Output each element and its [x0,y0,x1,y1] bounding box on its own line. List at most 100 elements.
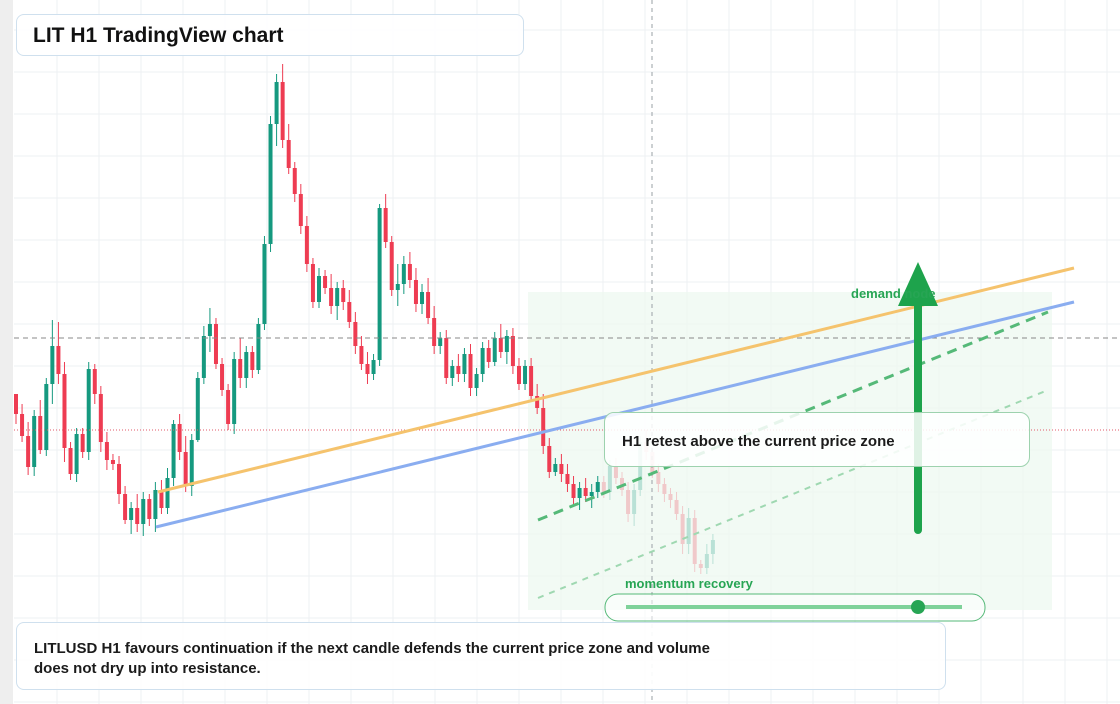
candle [14,394,18,424]
candle-body [274,82,279,124]
candle [577,482,582,510]
candle [589,484,594,508]
candle-body [86,369,91,452]
candle-body [413,280,418,304]
candle [510,328,515,374]
candle [698,560,703,574]
candle [56,322,61,384]
candle-body [680,514,685,544]
candle [183,436,188,492]
candle [104,432,109,470]
candle-body [244,352,249,378]
candle-body [438,338,443,346]
candle-body [462,354,467,374]
candle [129,502,134,534]
candle [310,258,315,308]
candle [444,330,449,384]
candle-body [547,446,552,472]
candle [547,438,552,478]
candle [341,280,346,310]
candle [274,74,279,146]
candle [620,472,624,496]
candle [177,414,182,460]
candle [401,256,406,294]
candle [607,460,612,500]
candle [20,404,25,442]
summary-text: LITLUSD H1 favours continuation if the n… [34,640,710,677]
candle-body [704,554,709,568]
candle-body [389,242,394,290]
candle-body [541,408,546,446]
candle-body [220,364,225,390]
candle-body [141,499,146,524]
candle [359,336,364,370]
candle [529,358,534,402]
candle-body [632,490,637,514]
candle-body [686,518,691,544]
candle-body [426,292,431,318]
candle-body [365,364,370,374]
candle-body [692,518,697,564]
candle-body [310,264,315,302]
candle-body [341,288,346,302]
momentum-marker[interactable] [911,600,925,614]
candle-body [353,322,358,346]
candle [426,278,431,324]
candle [656,464,661,492]
candle [710,534,715,564]
candle [159,480,164,514]
candle-body [32,416,37,467]
candle-body [620,478,624,490]
candle-body [44,384,49,450]
candle [171,420,176,486]
candle-body [529,366,534,396]
candle-body [668,494,673,500]
candle [626,482,631,522]
candle [298,184,303,234]
candle [541,394,546,454]
candle-body [613,466,618,478]
candle [595,476,600,498]
candle [62,362,67,462]
candle [232,352,237,434]
candle [189,434,194,496]
candle-body [232,359,237,424]
candle-body [268,124,273,244]
candle [692,510,697,572]
candle [335,282,340,320]
candle-body [480,348,485,374]
candle [680,506,685,554]
candle-body [14,394,18,414]
candle [468,344,473,396]
candle [450,360,455,386]
candle [286,124,291,174]
candle-body [207,324,212,336]
candle [207,308,212,352]
candle-body [147,499,152,519]
candle [147,494,152,526]
candle [304,216,309,272]
candle [371,354,376,380]
candle [704,544,709,574]
candle-body [98,394,103,442]
candle-body [710,540,715,554]
candle-body [183,452,188,486]
candle-body [498,338,503,352]
candle-body [56,346,61,374]
candle-body [607,466,612,492]
candle-body [256,324,261,370]
candle-body [371,360,376,374]
candle [329,274,334,314]
candle-body [329,288,334,306]
candle-body [129,508,134,520]
candle [201,326,206,384]
candle-body [20,414,25,436]
candle-body [153,490,158,519]
candle-body [26,436,31,467]
candle [238,338,243,388]
candle [420,284,425,314]
candle [74,428,79,482]
candle [292,162,297,202]
candle-body [450,366,455,378]
